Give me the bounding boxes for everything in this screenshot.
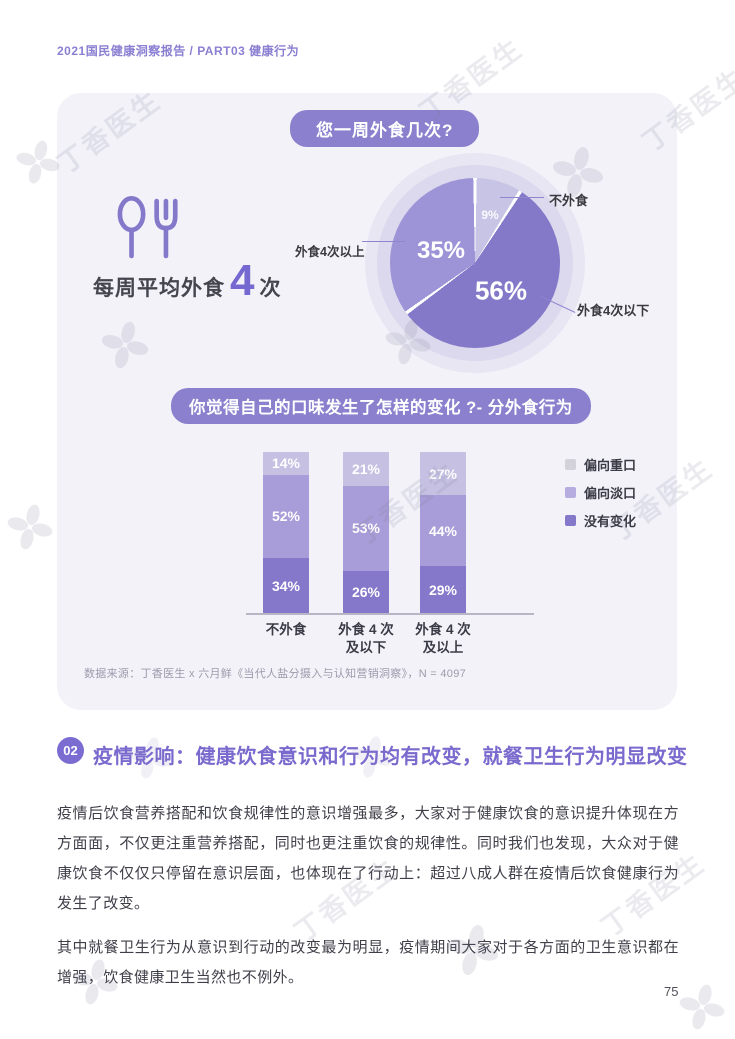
pie-label-under-4-times: 外食4次以下: [577, 303, 650, 318]
breadcrumb: 2021国民健康洞察报告 / PART03 健康行为: [57, 44, 300, 58]
legend-swatch: [565, 487, 576, 498]
stacked-bar: 27% 44% 29%: [420, 452, 466, 613]
pie-value-35: 35%: [416, 237, 466, 264]
bar-category-label: 外食 4 次及以上: [415, 622, 471, 655]
pie-value-56: 56%: [474, 275, 528, 306]
flower-icon: [679, 984, 725, 1030]
pie-leader-line: [500, 197, 544, 198]
weekly-average-stat: 每周平均外食 4 次: [93, 259, 353, 303]
section-number-badge: 02: [57, 737, 84, 764]
stat-suffix: 次: [259, 277, 282, 300]
paragraph: 其中就餐卫生行为从意识到行动的改变最为明显，疫情期间大家对于各方面的卫生意识都在…: [57, 939, 679, 986]
spoon-fork-icon: [112, 193, 192, 270]
legend-swatch: [565, 515, 576, 526]
bar-category-label: 外食 4 次及以下: [338, 622, 394, 655]
paragraph: 疫情后饮食营养搭配和饮食规律性的意识增强最多，大家对于健康饮食的意识提升体现在方…: [57, 805, 679, 912]
legend-label: 没有变化: [584, 514, 637, 529]
bar-segment: 14%: [263, 452, 309, 475]
legend-swatch: [565, 459, 576, 470]
bar-segment: 52%: [263, 474, 309, 559]
body-text: 疫情后饮食营养搭配和饮食规律性的意识增强最多，大家对于健康饮食的意识提升体现在方…: [57, 799, 679, 993]
flower-icon: [7, 504, 53, 550]
chart-legend: 偏向重口偏向淡口没有变化: [565, 455, 636, 539]
pie-label-over-4-times: 外食4次以上: [295, 245, 365, 259]
section-title: 疫情影响：健康饮食意识和行为均有改变，就餐卫生行为明显改变: [93, 746, 688, 768]
legend-item: 没有变化: [565, 511, 636, 530]
bar-segment: 34%: [263, 558, 309, 613]
legend-label: 偏向淡口: [584, 486, 637, 501]
bar-segment: 26%: [343, 571, 389, 613]
stat-value: 4: [230, 256, 255, 305]
x-axis-line: [246, 613, 534, 615]
pie-value-9: 9%: [481, 208, 499, 222]
infographic-card: 您一周外食几次? 9% 56% 35% 不外食 外食4次以下 外食4次以上: [57, 93, 677, 710]
page-number: 75: [664, 984, 679, 999]
question-pill-taste-change: 你觉得自己的口味发生了怎样的变化 ?- 分外食行为: [171, 388, 591, 424]
pie-chart-eat-out-frequency: [390, 178, 560, 348]
bar-segment: 29%: [420, 566, 466, 613]
legend-item: 偏向淡口: [565, 483, 636, 502]
data-source-note: 数据来源：丁香医生 x 六月鲜《当代人盐分摄入与认知营销洞察》，N = 4097: [84, 668, 467, 680]
bar-segment: 21%: [343, 452, 389, 486]
bar-category-label: 不外食: [265, 622, 307, 637]
stat-prefix: 每周平均外食: [93, 277, 225, 300]
stacked-bar: 14% 52% 34%: [263, 452, 309, 613]
pie-leader-line: [362, 241, 405, 242]
question-pill-eat-out-frequency: 您一周外食几次?: [290, 110, 480, 147]
legend-item: 偏向重口: [565, 455, 636, 474]
legend-label: 偏向重口: [584, 458, 637, 473]
flower-icon: [16, 140, 60, 184]
bar-segment: 27%: [420, 452, 466, 496]
bar-segment: 53%: [343, 485, 389, 572]
stacked-bar: 21% 53% 26%: [343, 452, 389, 613]
bar-segment: 44%: [420, 495, 466, 567]
pie-label-no-eat-out: 不外食: [549, 193, 589, 208]
